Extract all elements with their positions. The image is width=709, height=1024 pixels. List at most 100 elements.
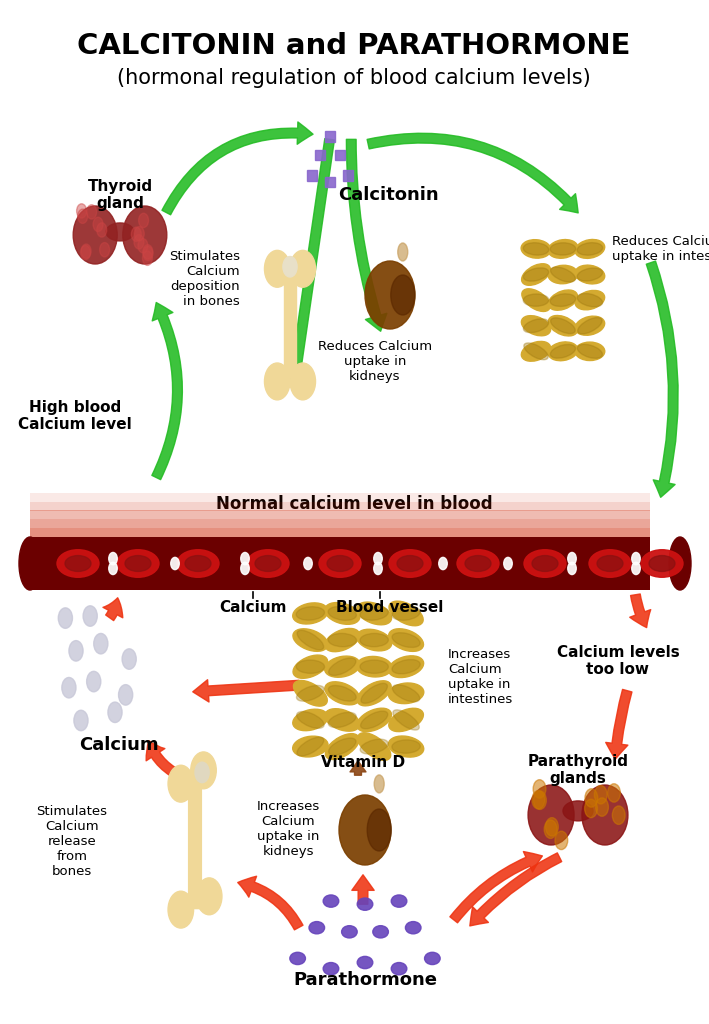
Circle shape (138, 239, 148, 253)
Ellipse shape (328, 606, 357, 621)
Text: Reduces Calcium
uptake in
kidneys: Reduces Calcium uptake in kidneys (318, 340, 432, 383)
Circle shape (533, 779, 546, 798)
Ellipse shape (577, 294, 603, 307)
Circle shape (568, 552, 576, 564)
FancyArrowPatch shape (146, 740, 175, 775)
Ellipse shape (548, 290, 578, 310)
Ellipse shape (548, 240, 578, 258)
Circle shape (86, 672, 101, 692)
Ellipse shape (548, 315, 578, 336)
Circle shape (290, 364, 316, 400)
Ellipse shape (550, 267, 576, 282)
Circle shape (138, 213, 148, 227)
Ellipse shape (532, 556, 558, 571)
Ellipse shape (125, 556, 151, 571)
Circle shape (594, 785, 607, 804)
Text: (hormonal regulation of blood calcium levels): (hormonal regulation of blood calcium le… (117, 68, 591, 88)
Bar (307, 170, 317, 180)
Ellipse shape (323, 895, 339, 907)
Bar (30, 537, 650, 590)
Circle shape (264, 364, 290, 400)
Ellipse shape (550, 243, 576, 255)
Ellipse shape (577, 344, 603, 358)
Ellipse shape (360, 634, 389, 647)
Ellipse shape (177, 550, 219, 578)
Circle shape (241, 552, 250, 564)
Ellipse shape (406, 922, 421, 934)
Circle shape (532, 791, 545, 809)
Ellipse shape (391, 275, 415, 315)
Circle shape (168, 891, 194, 928)
Bar (30, 528, 650, 537)
Circle shape (241, 562, 250, 574)
Ellipse shape (392, 740, 420, 754)
Circle shape (632, 562, 640, 574)
Ellipse shape (389, 683, 424, 703)
Ellipse shape (185, 556, 211, 571)
FancyArrowPatch shape (352, 874, 374, 904)
Ellipse shape (393, 710, 419, 730)
Ellipse shape (309, 922, 325, 934)
Ellipse shape (389, 601, 423, 626)
Ellipse shape (293, 736, 328, 757)
Ellipse shape (550, 344, 576, 358)
Ellipse shape (296, 660, 325, 674)
FancyArrowPatch shape (470, 853, 562, 926)
Bar (335, 150, 345, 160)
Ellipse shape (319, 550, 361, 578)
Bar (30, 511, 650, 519)
Circle shape (585, 800, 598, 818)
Ellipse shape (367, 809, 391, 851)
FancyArrowPatch shape (152, 302, 182, 479)
Circle shape (568, 562, 576, 574)
Text: Thyroid
gland: Thyroid gland (87, 178, 152, 211)
Ellipse shape (398, 243, 408, 261)
Circle shape (122, 649, 136, 670)
Ellipse shape (325, 682, 359, 705)
Ellipse shape (357, 709, 391, 732)
Ellipse shape (649, 556, 675, 571)
Ellipse shape (389, 655, 424, 678)
Ellipse shape (589, 550, 631, 578)
Text: Increases
Calcium
uptake in
kidneys: Increases Calcium uptake in kidneys (257, 800, 320, 858)
Ellipse shape (328, 634, 357, 647)
Text: Calcitonin: Calcitonin (338, 185, 439, 204)
Circle shape (196, 878, 222, 914)
Bar (325, 176, 335, 186)
Bar (315, 150, 325, 160)
Circle shape (74, 711, 88, 731)
Circle shape (83, 606, 97, 627)
Circle shape (131, 227, 141, 242)
Ellipse shape (521, 240, 551, 258)
Circle shape (108, 562, 117, 574)
Circle shape (585, 788, 598, 807)
Circle shape (108, 702, 122, 723)
Bar (30, 519, 650, 528)
Ellipse shape (294, 681, 328, 707)
Circle shape (93, 217, 103, 231)
FancyArrowPatch shape (193, 680, 299, 702)
Ellipse shape (328, 713, 356, 727)
FancyArrowPatch shape (647, 261, 679, 498)
Ellipse shape (389, 550, 431, 578)
Text: Normal calcium level in blood: Normal calcium level in blood (216, 495, 492, 513)
Ellipse shape (392, 633, 420, 647)
Ellipse shape (290, 952, 306, 965)
Ellipse shape (551, 317, 575, 334)
Circle shape (283, 256, 297, 276)
Ellipse shape (297, 631, 324, 650)
Ellipse shape (524, 550, 566, 578)
Circle shape (78, 209, 88, 223)
Circle shape (555, 831, 568, 850)
Ellipse shape (357, 733, 391, 761)
Ellipse shape (550, 294, 576, 306)
Ellipse shape (327, 556, 353, 571)
Ellipse shape (392, 685, 420, 701)
FancyArrowPatch shape (162, 122, 313, 215)
FancyArrowPatch shape (450, 852, 542, 923)
Ellipse shape (325, 709, 359, 731)
Ellipse shape (575, 291, 605, 310)
Ellipse shape (357, 956, 373, 969)
Ellipse shape (391, 963, 407, 975)
Ellipse shape (325, 733, 359, 760)
